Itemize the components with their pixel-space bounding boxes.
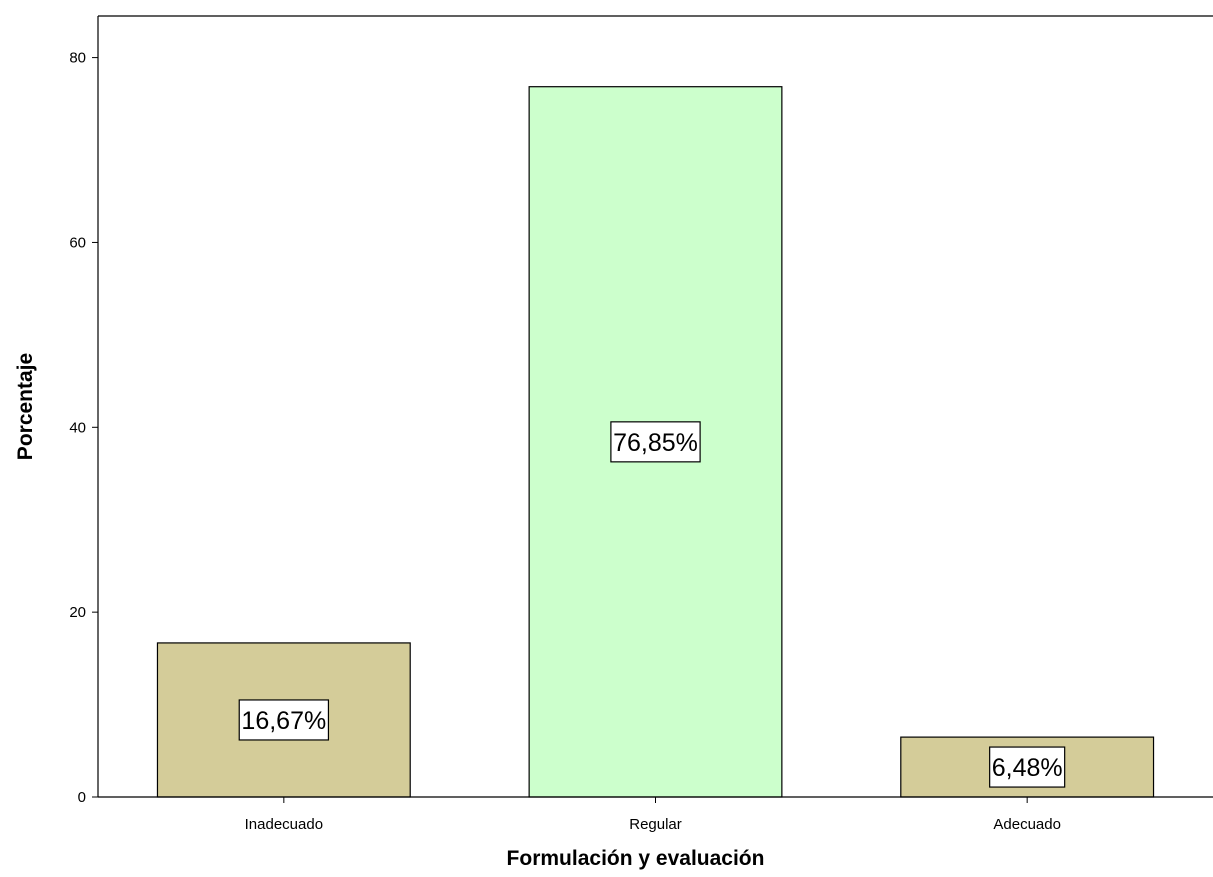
- axes-group: Inadecuado Regular Adecuado 0 20 40 60 80: [69, 15, 1213, 833]
- y-tick-label-80: 80: [69, 50, 86, 67]
- x-tick-label-regular: Regular: [629, 816, 682, 833]
- y-tick-label-20: 20: [69, 604, 86, 621]
- y-axis-title: Porcentaje: [14, 353, 37, 460]
- x-axis-title: Formulación y evaluación: [507, 847, 765, 870]
- data-label-inadecuado: 16,67%: [241, 707, 326, 735]
- data-label-box-adecuado: [989, 746, 1066, 788]
- y-tick-label-40: 40: [69, 419, 86, 436]
- data-labels-group: 16,67% 76,85% 6,48%: [238, 421, 1066, 788]
- data-label-box-inadecuado: [238, 699, 330, 741]
- x-tick-label-inadecuado: Inadecuado: [245, 816, 323, 833]
- data-label-adecuado: 6,48%: [992, 754, 1063, 782]
- y-tick-label-60: 60: [69, 234, 86, 251]
- y-tick-label-0: 0: [78, 789, 86, 806]
- data-label-box-regular: [610, 421, 701, 463]
- x-tick-label-adecuado: Adecuado: [993, 816, 1061, 833]
- data-label-regular: 76,85%: [613, 429, 698, 457]
